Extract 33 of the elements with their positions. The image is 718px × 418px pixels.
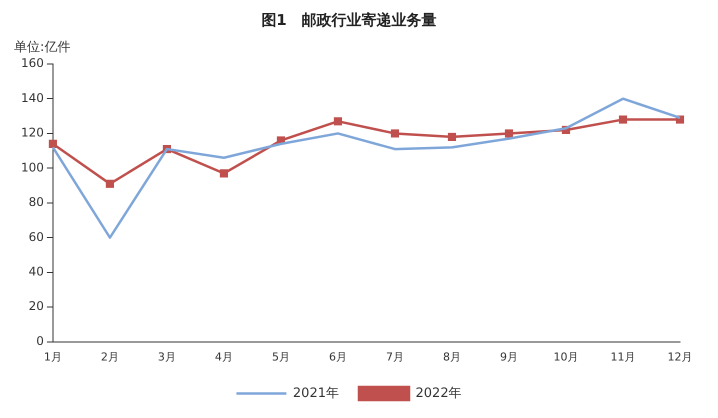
x-tick-label: 3月 bbox=[158, 350, 176, 364]
point bbox=[106, 180, 114, 188]
point bbox=[48, 140, 57, 148]
point bbox=[618, 115, 628, 124]
x-tick-label: 12月 bbox=[668, 350, 692, 364]
x-tick-label: 2月 bbox=[100, 350, 119, 364]
y-tick-label: 20 bbox=[28, 299, 44, 314]
point bbox=[220, 169, 228, 178]
point bbox=[504, 129, 514, 138]
point bbox=[448, 132, 456, 141]
chart-title: 图1 邮政行业寄递业务量 bbox=[261, 10, 437, 29]
x-tick-label: 5月 bbox=[272, 350, 290, 364]
y-tick-label: 0 bbox=[36, 334, 44, 348]
x-tick-label: 10月 bbox=[553, 350, 578, 364]
y-tick-label: 40 bbox=[28, 264, 44, 278]
point bbox=[390, 129, 400, 138]
x-tick-label: 11月 bbox=[610, 350, 636, 364]
legend-label: 2021年 bbox=[292, 386, 340, 401]
legend-label: 2022年 bbox=[416, 386, 462, 401]
y-tick-label: 100 bbox=[21, 160, 44, 174]
y-axis-title: 单位:亿件 bbox=[14, 40, 70, 55]
y-tick-label: 140 bbox=[21, 90, 44, 105]
y-tick-label: 120 bbox=[21, 126, 44, 140]
y-tick-label: 160 bbox=[21, 56, 44, 70]
x-tick-label: 1月 bbox=[44, 350, 62, 364]
x-tick-label: 6月 bbox=[328, 350, 347, 364]
x-tick-label: 7月 bbox=[386, 350, 404, 364]
x-tick-label: 9月 bbox=[500, 350, 518, 364]
x-tick-label: 4月 bbox=[214, 350, 233, 364]
y-tick-label: 60 bbox=[28, 230, 44, 244]
x-tick-label: 8月 bbox=[442, 350, 461, 364]
point bbox=[334, 117, 342, 126]
y-tick-label: 80 bbox=[28, 195, 44, 210]
